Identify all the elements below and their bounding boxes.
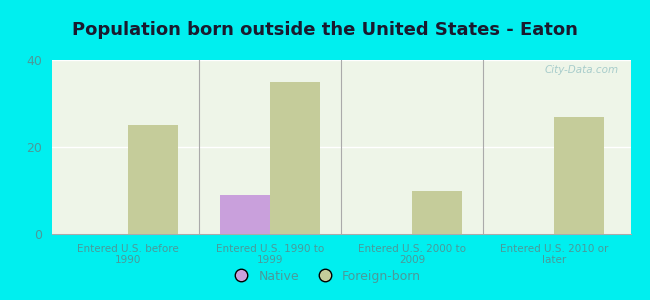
Bar (270, 82, 320, 234)
Bar (220, 195, 270, 234)
Text: City-Data.com: City-Data.com (545, 65, 619, 75)
Text: Population born outside the United States - Eaton: Population born outside the United State… (72, 21, 578, 39)
Bar (412, 190, 462, 234)
Legend: Native, Foreign-born: Native, Foreign-born (224, 265, 426, 288)
Bar (128, 125, 178, 234)
Bar (554, 116, 604, 234)
